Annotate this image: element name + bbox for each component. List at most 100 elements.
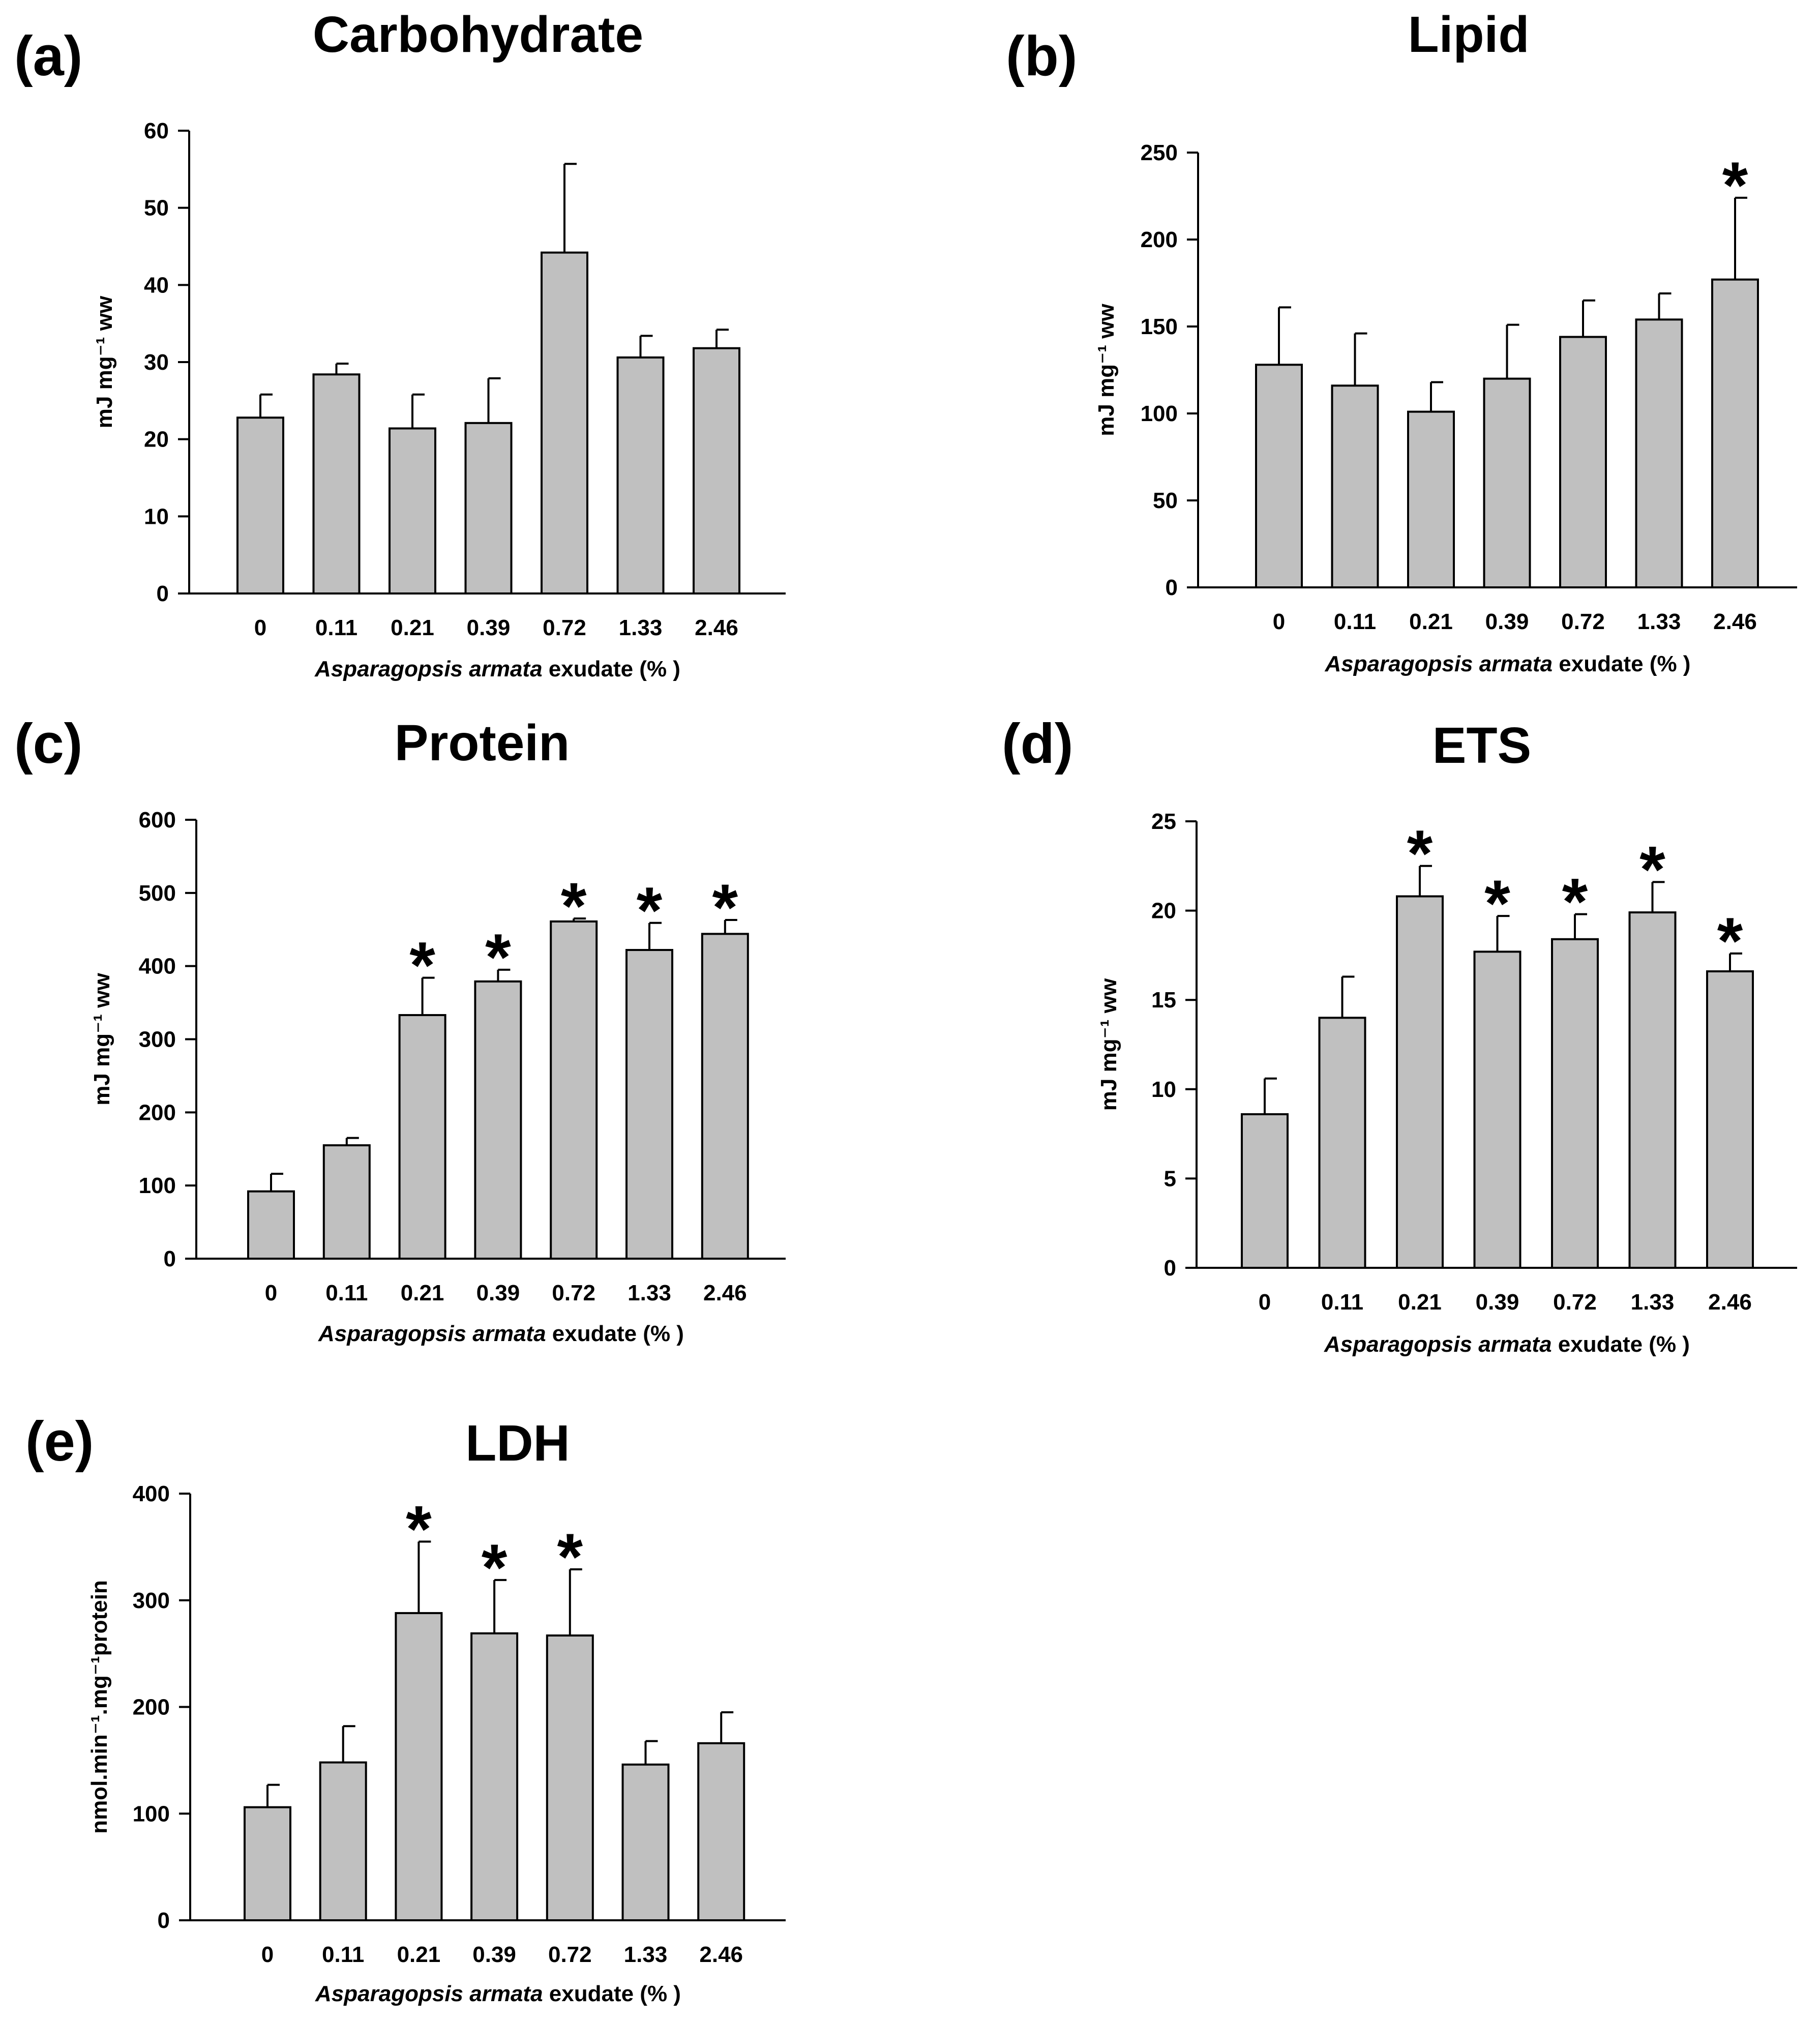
bar (247, 1190, 295, 1260)
panel-letter: (a) (14, 25, 82, 87)
bar (1241, 1113, 1289, 1269)
y-tick-label: 150 (1141, 314, 1178, 339)
bar (697, 1742, 745, 1921)
y-tick-label: 50 (144, 196, 169, 221)
chart-title: ETS (1433, 717, 1531, 774)
significance-star: * (409, 928, 435, 1002)
x-tick-label: 0.72 (552, 1281, 595, 1305)
bar (1255, 364, 1303, 588)
x-axis-label-rest: exudate (% ) (546, 1321, 684, 1346)
y-tick-label: 15 (1151, 988, 1176, 1013)
y-tick-label: 10 (1151, 1077, 1176, 1102)
x-axis-label-rest: exudate (% ) (543, 657, 680, 681)
x-tick-label: 2.46 (703, 1281, 747, 1305)
x-tick-label: 0.39 (1485, 609, 1529, 634)
x-tick-label: 2.46 (1713, 609, 1757, 634)
y-tick-label: 50 (1153, 488, 1178, 513)
y-tick-label: 200 (1141, 227, 1178, 252)
bar (616, 356, 665, 595)
bar (1706, 970, 1754, 1269)
y-tick-label: 200 (139, 1100, 176, 1125)
y-tick-label: 60 (144, 118, 169, 143)
chart-panel: (a) Carbohydrate 0 10 20 30 40 50 60 0 0.11 0.21 0.3… (14, 6, 786, 681)
x-tick-label: 0.21 (1409, 609, 1453, 634)
significance-star: * (1407, 816, 1433, 890)
y-axis-label: mJ mg⁻¹ ww (92, 295, 117, 428)
significance-star: * (637, 873, 663, 947)
x-axis-label-species: Asparagopsis armata (318, 1321, 546, 1346)
x-tick-label: 1.33 (1631, 1290, 1675, 1315)
x-axis-label-rest: exudate (% ) (543, 1981, 681, 2006)
y-tick-label: 100 (139, 1173, 176, 1198)
bar (1635, 318, 1683, 588)
chart-panel: (d) ETS 0 5 10 15 20 25 0 0.11 * 0.21 * 0.39 * 0.72 * 1.3… (1002, 712, 1797, 1357)
significance-star: * (557, 1520, 583, 1594)
bar (470, 1632, 519, 1921)
x-axis-label: Asparagopsis armata exudate (% ) (318, 1321, 684, 1346)
x-tick-label: 0.72 (1561, 609, 1605, 634)
bar (1331, 384, 1379, 589)
x-tick-label: 0.21 (401, 1281, 444, 1305)
x-axis-label-species: Asparagopsis armata (1324, 1332, 1552, 1357)
bar (395, 1612, 443, 1921)
bar (322, 1144, 371, 1260)
chart-title: Carbohydrate (313, 6, 643, 63)
significance-star: * (482, 1530, 508, 1604)
y-tick-label: 100 (133, 1801, 170, 1826)
y-tick-label: 0 (1164, 1256, 1176, 1281)
x-tick-label: 0 (1259, 1290, 1271, 1315)
bar (474, 980, 522, 1260)
x-tick-label: 1.33 (1637, 609, 1681, 634)
x-tick-label: 2.46 (699, 1942, 743, 1967)
bar (701, 933, 749, 1260)
bar (1551, 938, 1599, 1269)
panel-letter: (d) (1002, 712, 1073, 775)
x-tick-label: 0 (1273, 609, 1285, 634)
bar (1396, 895, 1444, 1269)
chart-title: Lipid (1408, 6, 1530, 63)
bar (312, 373, 361, 594)
y-tick-label: 25 (1151, 809, 1176, 834)
x-axis-label-species: Asparagopsis armata (1325, 651, 1553, 676)
chart-title: LDH (465, 1415, 570, 1472)
x-tick-label: 0.11 (1321, 1290, 1363, 1315)
significance-star: * (712, 870, 738, 944)
significance-star: * (1639, 832, 1665, 906)
y-tick-label: 0 (1166, 575, 1178, 600)
x-tick-label: 0.39 (1476, 1290, 1519, 1315)
y-tick-label: 500 (139, 881, 176, 906)
x-tick-label: 0.21 (391, 615, 434, 640)
x-axis-label-species: Asparagopsis armata (314, 657, 543, 681)
bar (541, 251, 588, 594)
y-axis-label: nmol.min⁻¹.mg⁻¹protein (87, 1580, 112, 1834)
bar (398, 1014, 446, 1260)
x-tick-label: 0.21 (1398, 1290, 1442, 1315)
y-tick-label: 300 (139, 1027, 176, 1052)
y-tick-label: 0 (157, 581, 169, 606)
bar (464, 422, 513, 594)
bar (1628, 911, 1677, 1269)
panel-letter: (b) (1006, 25, 1077, 87)
chart-title: Protein (395, 715, 570, 771)
y-tick-label: 10 (144, 504, 169, 529)
bar (244, 1806, 291, 1922)
x-tick-label: 0.39 (472, 1942, 516, 1967)
y-tick-label: 400 (133, 1481, 170, 1506)
bar (389, 427, 436, 595)
x-tick-label: 0.72 (543, 615, 586, 640)
y-tick-label: 5 (1164, 1166, 1176, 1191)
y-axis-label: mJ mg⁻¹ ww (1094, 304, 1119, 436)
x-axis-label: Asparagopsis armata exudate (% ) (1325, 651, 1691, 676)
y-tick-label: 0 (164, 1246, 176, 1271)
bar (1559, 336, 1607, 589)
significance-star: * (1562, 865, 1588, 939)
bar (546, 1634, 594, 1921)
bar (625, 949, 673, 1260)
y-tick-label: 20 (1151, 899, 1176, 924)
x-axis-label: Asparagopsis armata exudate (% ) (315, 1981, 681, 2006)
y-tick-label: 300 (133, 1588, 170, 1613)
significance-star: * (1722, 148, 1748, 222)
x-tick-label: 0.11 (322, 1942, 364, 1967)
y-tick-label: 0 (158, 1908, 170, 1933)
